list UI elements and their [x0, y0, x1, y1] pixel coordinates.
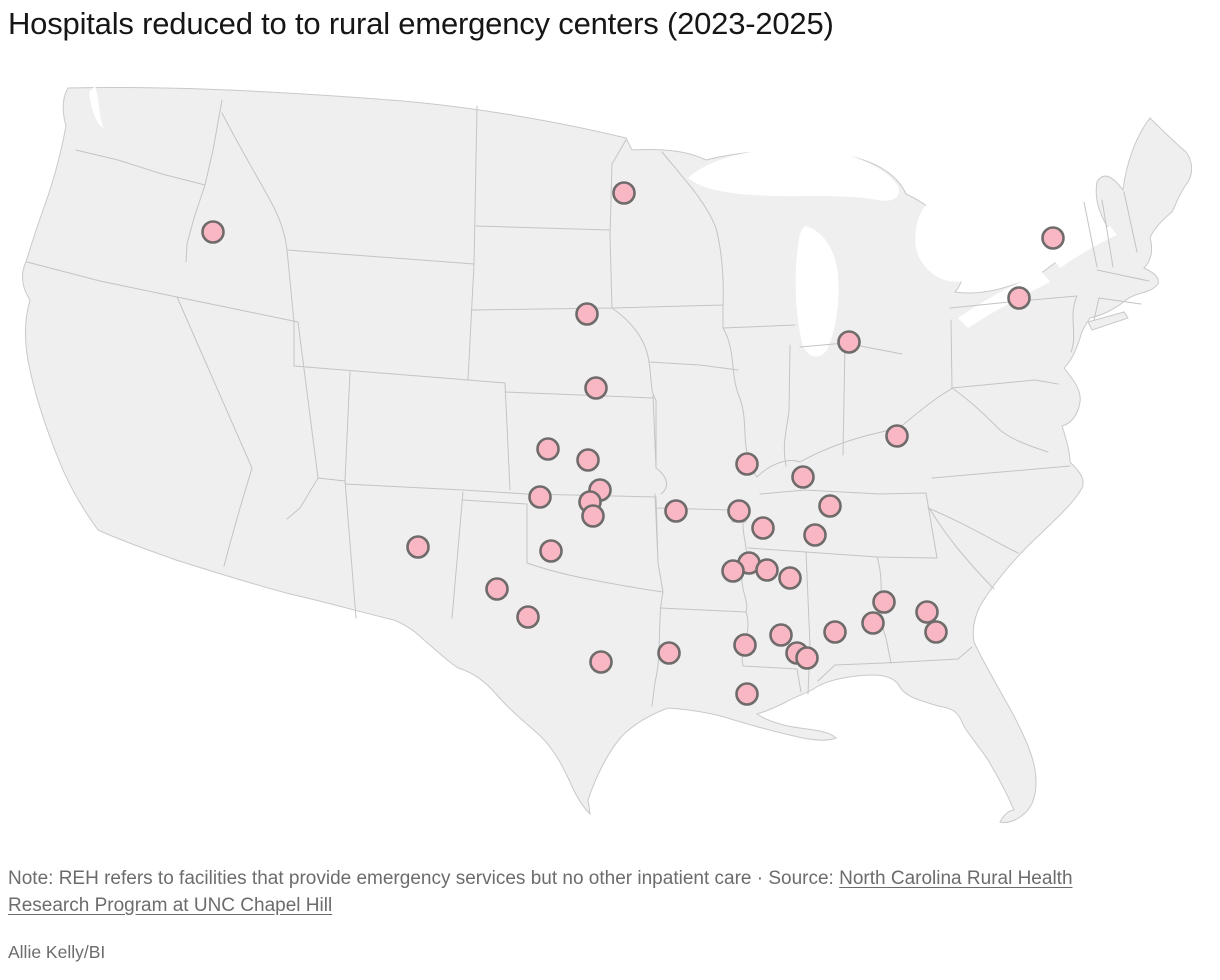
- lake-michigan: [795, 226, 839, 357]
- reh-dot: [885, 424, 909, 448]
- reh-dot: [733, 633, 757, 657]
- byline: Allie Kelly/BI: [8, 942, 106, 962]
- reh-dot: [575, 302, 599, 326]
- reh-dot: [721, 559, 745, 583]
- reh-dot: [657, 641, 681, 665]
- note-text: Note: REH refers to facilities that prov…: [8, 868, 752, 889]
- reh-dot: [735, 452, 759, 476]
- reh-dot: [924, 620, 948, 644]
- reh-dot: [915, 600, 939, 624]
- reh-dot: [751, 516, 775, 540]
- reh-dot: [727, 499, 751, 523]
- reh-dot: [755, 558, 779, 582]
- reh-dot: [823, 620, 847, 644]
- reh-dot: [528, 485, 552, 509]
- note-separator: ·: [756, 868, 764, 889]
- reh-dot: [803, 523, 827, 547]
- source-label: Source:: [768, 868, 834, 889]
- footnote: Note: REH refers to facilities that prov…: [8, 866, 1158, 920]
- reh-dot: [837, 330, 861, 354]
- reh-dot: [818, 494, 842, 518]
- state-borders: [26, 99, 1150, 707]
- reh-dot: [791, 465, 815, 489]
- reh-dot: [516, 605, 540, 629]
- lake-huron: [915, 190, 997, 282]
- reh-dot: [581, 504, 605, 528]
- reh-dot: [485, 577, 509, 601]
- reh-dot: [769, 623, 793, 647]
- reh-dot: [539, 539, 563, 563]
- lake-erie: [958, 272, 1050, 328]
- reh-dots-layer: [201, 181, 1065, 706]
- us-landmass: [22, 87, 1193, 823]
- reh-dot: [795, 646, 819, 670]
- reh-dot: [872, 590, 896, 614]
- reh-dot: [735, 682, 759, 706]
- reh-dot: [406, 535, 430, 559]
- reh-dot: [861, 611, 885, 635]
- source-link[interactable]: North Carolina Rural Health Research Pro…: [8, 868, 1073, 916]
- lake-ontario: [1052, 226, 1117, 268]
- reh-dot: [201, 220, 225, 244]
- reh-dot: [536, 437, 560, 461]
- reh-dot: [576, 448, 600, 472]
- reh-dot: [778, 566, 802, 590]
- reh-dot: [664, 499, 688, 523]
- reh-dot: [1041, 226, 1065, 250]
- long-island: [1087, 311, 1129, 331]
- reh-dot: [612, 181, 636, 205]
- reh-dot: [1007, 286, 1031, 310]
- puget-sound: [89, 86, 104, 128]
- lake-superior: [688, 148, 900, 201]
- chart-title: Hospitals reduced to to rural emergency …: [8, 6, 834, 41]
- reh-dot: [584, 376, 608, 400]
- reh-dot: [589, 650, 613, 674]
